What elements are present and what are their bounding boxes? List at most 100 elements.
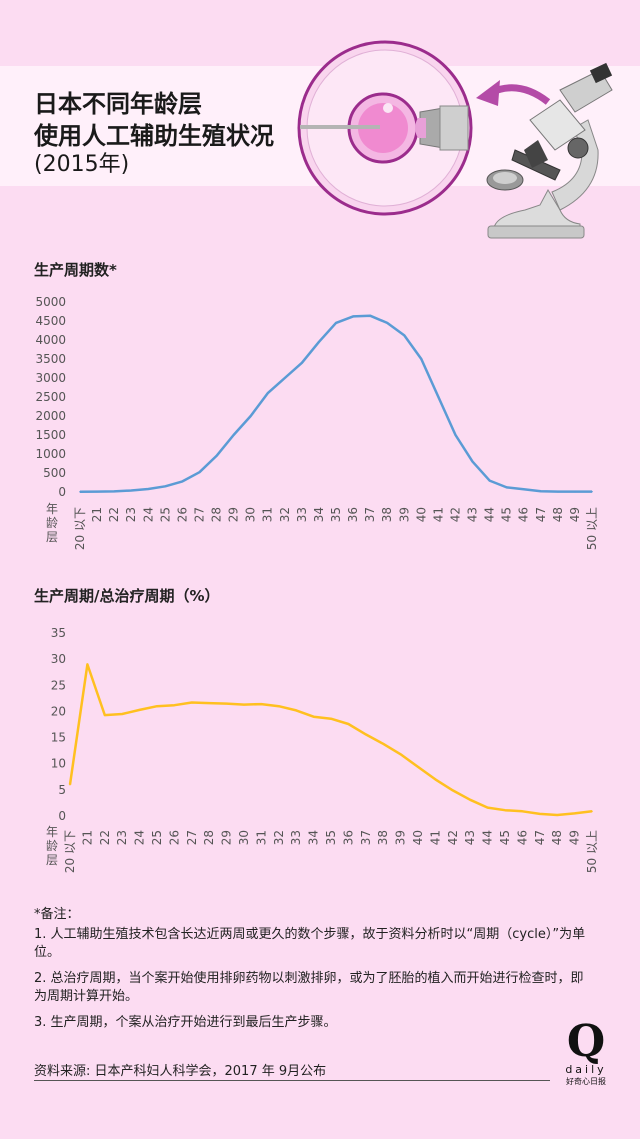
x-tick-label: 28 (210, 507, 224, 522)
x-tick-label: 22 (107, 507, 121, 522)
data-point (86, 663, 89, 666)
data-point (156, 705, 158, 707)
x-tick-label: 20 以下 (63, 830, 77, 873)
data-point (488, 479, 491, 482)
y-tick-label: 35 (51, 626, 66, 640)
x-tick-label: 37 (359, 830, 373, 845)
x-tick-label: 31 (261, 507, 275, 522)
x-tick-label: 27 (192, 507, 206, 522)
y-tick-label: 1500 (35, 428, 66, 442)
x-tick-label: 37 (363, 507, 377, 522)
x-tick-label: 44 (481, 830, 495, 845)
microscope-icon (486, 62, 613, 239)
x-tick-label: 36 (346, 507, 360, 522)
x-tick-label: 33 (295, 507, 309, 522)
x-tick-label: 21 (80, 830, 94, 845)
data-point (208, 702, 210, 704)
x-tick-label: 25 (150, 830, 164, 845)
x-tick-label: 23 (124, 507, 138, 522)
x-tick-label: 27 (185, 830, 199, 845)
x-tick-label: 44 (483, 507, 497, 522)
x-tick-label: 28 (202, 830, 216, 845)
x-tick-label: 21 (90, 507, 104, 522)
data-point (403, 334, 406, 337)
x-tick-label: 29 (227, 507, 241, 522)
x-axis-label: 龄 (46, 839, 58, 853)
data-point (335, 322, 337, 324)
data-point (369, 314, 371, 317)
data-point (284, 377, 286, 379)
data-point (452, 789, 454, 792)
x-tick-label: 41 (431, 507, 445, 522)
x-tick-label: 33 (289, 830, 303, 845)
data-point (417, 766, 419, 768)
egg-injection-icon (297, 40, 473, 216)
data-point (591, 810, 593, 813)
x-tick-label: 43 (463, 830, 477, 845)
x-tick-label: 50 以上 (585, 507, 599, 550)
x-tick-label: 22 (98, 830, 112, 845)
series-line (68, 663, 593, 817)
logo: Q daily 好奇心日报 (556, 1020, 616, 1088)
x-tick-label: 49 (568, 830, 582, 845)
data-point (69, 783, 71, 786)
y-tick-label: 5 (58, 783, 66, 797)
x-axis-label: 年 (46, 825, 58, 839)
data-point (347, 723, 350, 725)
x-axis-label: 年 (46, 502, 58, 516)
data-point (181, 480, 184, 483)
x-tick-label: 29 (220, 830, 234, 845)
data-point (574, 490, 576, 493)
x-tick-label: 30 (244, 507, 258, 522)
x-axis-label: 层 (46, 530, 58, 544)
x-tick-label: 26 (167, 830, 181, 845)
x-tick-label: 43 (466, 507, 480, 522)
data-point (232, 434, 235, 436)
y-tick-label: 2500 (35, 390, 66, 404)
x-tick-label: 30 (237, 830, 251, 845)
x-tick-label: 48 (550, 830, 564, 845)
illustration (297, 40, 613, 239)
arrow-icon (476, 80, 551, 106)
x-tick-label: 36 (341, 830, 355, 845)
data-point (471, 460, 474, 463)
y-tick-label: 3500 (35, 352, 66, 366)
data-point (420, 358, 423, 360)
data-point (540, 490, 542, 493)
y-tick-label: 25 (51, 678, 66, 692)
data-point (198, 471, 201, 474)
x-tick-label: 35 (324, 830, 338, 845)
x-tick-label: 25 (158, 507, 172, 522)
x-tick-label: 46 (515, 830, 529, 845)
data-point (556, 814, 558, 816)
x-tick-label: 45 (498, 830, 512, 845)
x-tick-label: 50 以上 (585, 830, 599, 873)
source-text: 资料来源: 日本产科妇人科学会，2017 年 9月公布 (34, 1064, 327, 1079)
data-point (504, 809, 506, 812)
data-point (173, 704, 176, 706)
data-point (164, 485, 167, 488)
x-tick-label: 47 (533, 830, 547, 845)
x-tick-label: 35 (329, 507, 343, 522)
notes: *备注： 1. 人工辅助生殖技术包含长达近两周或更久的数个步骤，故于资料分析时以… (34, 906, 594, 1040)
data-point (434, 778, 437, 781)
data-point (522, 488, 525, 491)
y-tick-label: 30 (51, 652, 66, 666)
data-point (365, 733, 367, 736)
data-point (243, 703, 245, 706)
y-tick-label: 10 (51, 757, 66, 771)
data-point (96, 490, 98, 493)
data-point (104, 714, 106, 716)
x-tick-label: 41 (428, 830, 442, 845)
data-point (121, 713, 123, 715)
data-point (521, 810, 524, 813)
y-tick-label: 15 (51, 731, 66, 745)
y-tick-label: 4000 (35, 333, 66, 347)
x-tick-label: 49 (568, 507, 582, 522)
y-tick-label: 0 (58, 485, 66, 499)
x-tick-label: 24 (133, 830, 147, 845)
x-tick-label: 39 (394, 830, 408, 845)
data-point (557, 490, 559, 493)
data-point (301, 362, 303, 364)
data-point (113, 490, 115, 493)
